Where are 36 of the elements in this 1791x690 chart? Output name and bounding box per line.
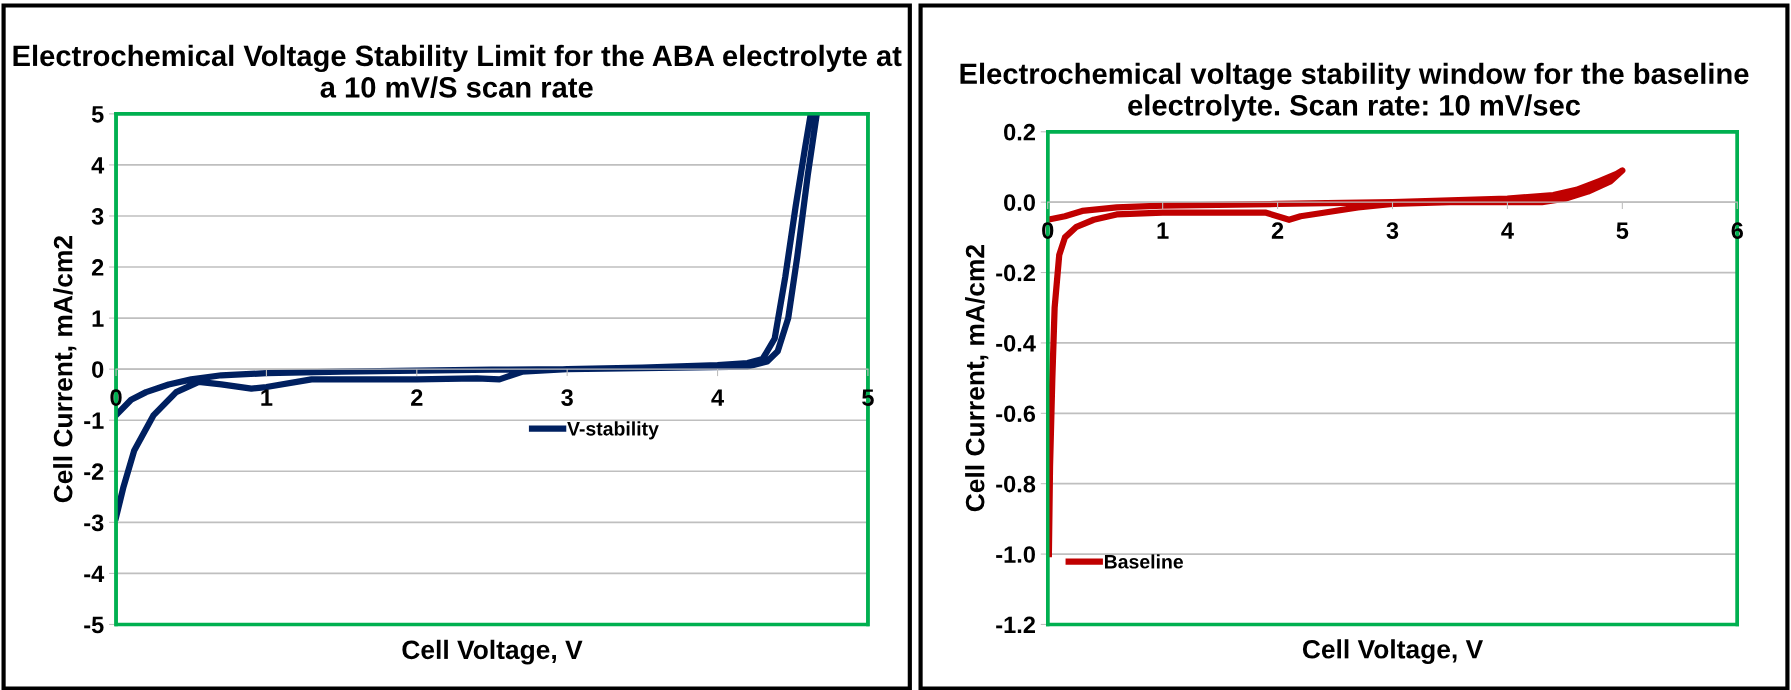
x-tick-label: 4 [711, 389, 724, 406]
y-tick-label: -4 [84, 565, 105, 582]
x-tick-label: 1 [261, 389, 273, 406]
y-axis-title: Cell Current, mA/cm2 [965, 244, 989, 512]
y-tick-label: -1 [84, 412, 104, 429]
y-tick-label: -0.4 [996, 335, 1036, 352]
y-tick-label: -1.0 [996, 546, 1035, 563]
x-tick-label: 3 [561, 389, 573, 406]
y-tick-label: -2 [84, 463, 104, 480]
y-tick-label: -5 [84, 616, 104, 634]
y-tick-label: 0 [92, 361, 104, 378]
y-tick-label: 1 [92, 310, 104, 327]
chart-title: Electrochemical Voltage Stability Limit for the ABA electrolyte at a 10 mV/S scan rate [13, 44, 902, 99]
y-tick-label: -0.8 [996, 475, 1036, 493]
x-tick-label: 2 [1271, 222, 1284, 239]
x-tick-label: 1 [1157, 222, 1169, 239]
x-tick-label: 2 [411, 389, 423, 406]
y-tick-label: 5 [91, 106, 104, 123]
legend-label: Baseline [1104, 554, 1183, 569]
y-tick-label: -1.2 [996, 616, 1035, 634]
y-tick-label: 4 [91, 157, 105, 174]
y-tick-label: 2 [91, 259, 104, 276]
y-tick-label: 0.0 [1004, 194, 1035, 211]
y-tick-label: 3 [91, 208, 104, 225]
x-tick-label: 3 [1386, 222, 1399, 239]
x-tick-label: 5 [1616, 222, 1629, 239]
y-axis-title: Cell Current, mA/cm2 [53, 236, 77, 503]
y-tick-label: 0.2 [1004, 123, 1035, 141]
legend-label: V-stability [567, 421, 659, 440]
x-axis-title: Cell Voltage, V [402, 639, 583, 665]
x-tick-label: 4 [1501, 222, 1514, 239]
y-tick-label: -3 [84, 514, 104, 532]
y-tick-label: -0.6 [996, 405, 1036, 423]
x-axis-title: Cell Voltage, V [1302, 639, 1484, 664]
chart-title: Electrochemical voltage stability window for the baseline electrolyte. Scan rate: 10 mV/sec [960, 62, 1749, 122]
y-tick-label: -0.2 [996, 264, 1035, 282]
